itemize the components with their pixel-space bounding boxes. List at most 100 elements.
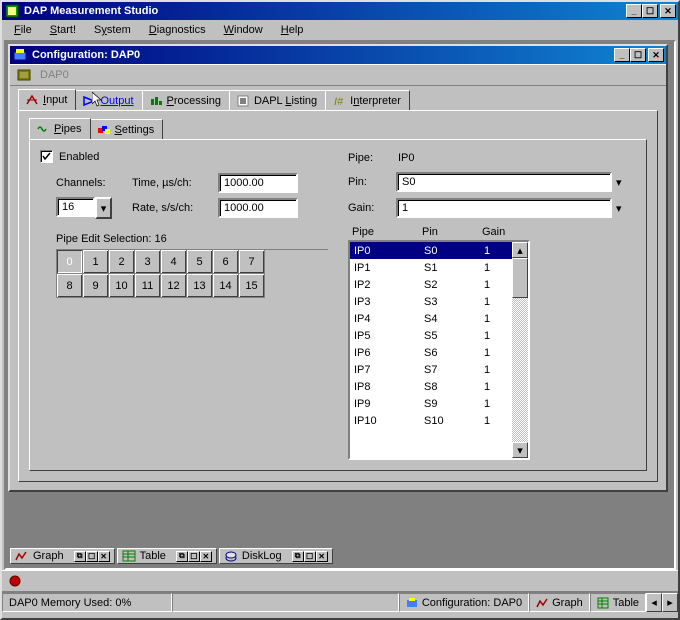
pipe-cell-2[interactable]: 2: [109, 250, 135, 274]
left-column: Enabled Channels: Time, µs/ch: 1000.00 1…: [40, 150, 328, 460]
pipe-cell-15[interactable]: 15: [239, 274, 265, 298]
list-row[interactable]: IP1S11: [350, 259, 512, 276]
menu-start[interactable]: Start!: [42, 22, 84, 38]
tab-input[interactable]: Input: [18, 89, 76, 110]
config-minimize-button[interactable]: _: [614, 48, 630, 62]
pipe-listbox[interactable]: IP0S01IP1S11IP2S21IP3S31IP4S41IP5S51IP6S…: [348, 240, 530, 460]
menu-window[interactable]: Window: [216, 22, 271, 38]
status-graph[interactable]: Graph: [529, 593, 590, 612]
status-scroll-left[interactable]: ◂: [646, 593, 662, 612]
input-panel: PipesSettings Enabled Channels: Time, µ: [18, 110, 658, 482]
status-memory: DAP0 Memory Used: 0%: [2, 593, 172, 612]
statusbar: DAP0 Memory Used: 0% Configuration: DAP0…: [2, 592, 678, 612]
time-input[interactable]: 1000.00: [218, 173, 298, 193]
pipe-cell-1[interactable]: 1: [83, 250, 109, 274]
config-maximize-button[interactable]: ☐: [630, 48, 646, 62]
device-icon[interactable]: [12, 65, 36, 85]
list-row[interactable]: IP9S91: [350, 395, 512, 412]
subtab-settings[interactable]: Settings: [90, 119, 164, 139]
pipe-cell-3[interactable]: 3: [135, 250, 161, 274]
enabled-row: Enabled: [40, 150, 328, 163]
main-title: DAP Measurement Studio: [24, 5, 626, 17]
scroll-down-button[interactable]: ▾: [512, 442, 528, 458]
status-table[interactable]: Table: [590, 593, 646, 612]
channels-drop-icon[interactable]: ▾: [95, 197, 112, 219]
pipe-edit-label: Pipe Edit Selection: 16: [56, 233, 328, 245]
pipe-cell-13[interactable]: 13: [187, 274, 213, 298]
gain-label: Gain:: [348, 202, 392, 214]
pipe-cell-10[interactable]: 10: [109, 274, 135, 298]
list-row[interactable]: IP5S51: [350, 327, 512, 344]
list-row[interactable]: IP3S31: [350, 293, 512, 310]
menu-diagnostics[interactable]: Diagnostics: [141, 22, 214, 38]
pipe-cell-8[interactable]: 8: [57, 274, 83, 298]
taskbar-disklog[interactable]: DiskLog⧉☐✕: [219, 548, 333, 564]
taskbar-table[interactable]: Table⧉☐✕: [117, 548, 217, 564]
list-header-pipe: Pipe: [352, 226, 422, 238]
close-button[interactable]: ✕: [660, 4, 676, 18]
pin-label: Pin:: [348, 176, 392, 188]
list-row[interactable]: IP8S81: [350, 378, 512, 395]
list-scrollbar[interactable]: ▴ ▾: [512, 242, 528, 458]
tab-interpreter[interactable]: I#Interpreter: [325, 90, 410, 110]
status-spacer: [172, 593, 399, 612]
maximize-button[interactable]: ☐: [642, 4, 658, 18]
channels-value[interactable]: 16: [56, 197, 95, 217]
app-icon: [4, 3, 20, 19]
list-row[interactable]: IP6S61: [350, 344, 512, 361]
gain-drop-icon[interactable]: ▾: [616, 202, 636, 215]
config-icon: [12, 47, 28, 63]
pipe-form: Pipe: IP0 Pin: S0 ▾ Gain: 1 ▾: [348, 150, 636, 218]
main-tabs: InputOutputProcessingDAPL ListingI#Inter…: [10, 86, 666, 110]
sub-tabs: PipesSettings: [23, 115, 653, 139]
status-config[interactable]: Configuration: DAP0: [399, 593, 529, 612]
taskbar-graph[interactable]: Graph⧉☐✕: [10, 548, 115, 564]
channel-form: Channels: Time, µs/ch: 1000.00 16 ▾ Rate…: [56, 173, 328, 219]
tab-dapllisting[interactable]: DAPL Listing: [229, 90, 326, 110]
pipe-cell-4[interactable]: 4: [161, 250, 187, 274]
scroll-thumb[interactable]: [512, 258, 528, 298]
pipe-cell-7[interactable]: 7: [239, 250, 265, 274]
pipe-cell-5[interactable]: 5: [187, 250, 213, 274]
pipe-cell-11[interactable]: 11: [135, 274, 161, 298]
tab-processing[interactable]: Processing: [142, 90, 230, 110]
menu-system[interactable]: System: [86, 22, 139, 38]
mdi-taskbar: Graph⧉☐✕Table⧉☐✕DiskLog⧉☐✕: [8, 546, 672, 566]
main-window-buttons: _ ☐ ✕: [626, 4, 676, 18]
pipe-cell-0[interactable]: 0: [57, 250, 83, 274]
pipe-cell-6[interactable]: 6: [213, 250, 239, 274]
pin-input[interactable]: S0: [396, 172, 612, 192]
list-row[interactable]: IP0S01: [350, 242, 512, 259]
subtab-pipes[interactable]: Pipes: [29, 118, 91, 139]
gain-input[interactable]: 1: [396, 198, 612, 218]
pipe-cell-12[interactable]: 12: [161, 274, 187, 298]
list-row[interactable]: IP7S71: [350, 361, 512, 378]
record-icon[interactable]: [4, 572, 26, 590]
list-content: IP0S01IP1S11IP2S21IP3S31IP4S41IP5S51IP6S…: [350, 242, 512, 458]
list-row[interactable]: IP2S21: [350, 276, 512, 293]
channels-combo[interactable]: 16 ▾: [56, 197, 112, 219]
tab-output[interactable]: Output: [75, 90, 142, 110]
main-titlebar[interactable]: DAP Measurement Studio _ ☐ ✕: [2, 2, 678, 20]
pipe-value: IP0: [396, 150, 612, 166]
list-row[interactable]: IP10S101: [350, 412, 512, 429]
bottom-toolbar: [2, 570, 678, 592]
config-close-button[interactable]: ✕: [648, 48, 664, 62]
rate-input[interactable]: 1000.00: [218, 198, 298, 218]
list-row[interactable]: IP4S41: [350, 310, 512, 327]
main-window: DAP Measurement Studio _ ☐ ✕ FileStart!S…: [0, 0, 680, 620]
right-column: Pipe: IP0 Pin: S0 ▾ Gain: 1 ▾ Pipe: [348, 150, 636, 460]
menu-help[interactable]: Help: [273, 22, 312, 38]
minimize-button[interactable]: _: [626, 4, 642, 18]
pipes-panel: Enabled Channels: Time, µs/ch: 1000.00 1…: [29, 139, 647, 471]
config-titlebar[interactable]: Configuration: DAP0 _ ☐ ✕: [10, 46, 666, 64]
status-scroll-right[interactable]: ▸: [662, 593, 678, 612]
menu-file[interactable]: File: [6, 22, 40, 38]
list-header: Pipe Pin Gain: [348, 226, 530, 238]
pipe-cell-14[interactable]: 14: [213, 274, 239, 298]
pipe-grid: 0123456789101112131415: [56, 249, 328, 298]
pipe-cell-9[interactable]: 9: [83, 274, 109, 298]
enabled-checkbox[interactable]: [40, 150, 53, 163]
pin-drop-icon[interactable]: ▾: [616, 176, 636, 189]
scroll-up-button[interactable]: ▴: [512, 242, 528, 258]
